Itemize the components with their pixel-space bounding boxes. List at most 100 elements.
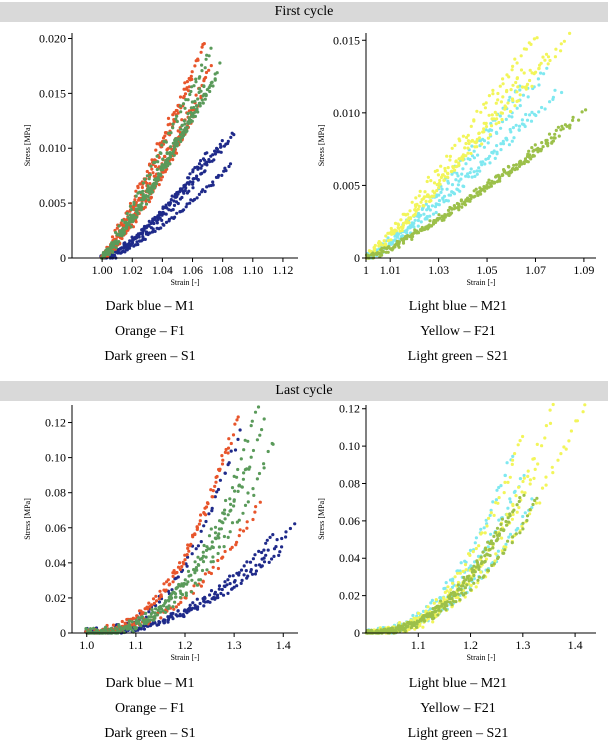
data-point	[492, 149, 496, 153]
data-point	[216, 551, 220, 556]
data-point	[378, 626, 382, 630]
data-point	[265, 538, 269, 542]
data-point	[419, 620, 423, 624]
data-point	[101, 252, 105, 256]
data-point	[423, 614, 427, 618]
data-point	[439, 164, 443, 168]
data-point	[495, 533, 500, 538]
data-point	[215, 150, 220, 154]
data-point	[194, 77, 198, 81]
data-point	[134, 220, 138, 224]
data-point	[232, 580, 236, 584]
data-point	[130, 241, 134, 245]
data-point	[419, 618, 423, 623]
data-point	[489, 183, 493, 187]
legend-item-f1: Orange – F1	[115, 701, 185, 716]
data-point	[401, 239, 405, 243]
data-point	[142, 206, 146, 210]
data-point	[448, 578, 453, 582]
data-point	[277, 553, 281, 558]
data-point	[213, 536, 217, 540]
data-point	[505, 90, 509, 94]
data-point	[228, 574, 232, 578]
data-point	[171, 141, 175, 145]
series-s21	[365, 108, 588, 260]
data-point	[105, 249, 109, 253]
data-point	[374, 631, 378, 635]
data-point	[141, 235, 145, 239]
data-point	[519, 161, 523, 165]
data-point	[101, 256, 105, 260]
data-point	[167, 159, 171, 163]
data-point	[229, 441, 233, 446]
data-point	[390, 629, 394, 633]
data-point	[142, 177, 146, 181]
data-point	[117, 623, 121, 627]
data-point	[112, 254, 116, 258]
data-point	[409, 234, 413, 238]
data-point	[112, 245, 116, 249]
data-point	[108, 631, 112, 635]
data-point	[189, 542, 193, 546]
data-point	[232, 474, 236, 478]
data-point	[135, 236, 139, 240]
data-point	[209, 527, 213, 531]
data-point	[101, 631, 105, 635]
data-point	[451, 590, 456, 594]
data-point	[506, 539, 510, 543]
data-point	[521, 434, 525, 439]
data-point	[468, 584, 472, 588]
data-point	[448, 597, 452, 601]
data-point	[442, 596, 446, 600]
data-point	[180, 569, 184, 574]
data-point	[232, 133, 236, 137]
data-point	[119, 233, 123, 237]
data-point	[379, 630, 383, 634]
data-point	[406, 622, 410, 626]
data-point	[213, 484, 217, 488]
data-point	[374, 631, 378, 635]
data-point	[511, 98, 515, 103]
data-point	[158, 213, 162, 217]
data-point	[510, 539, 514, 544]
data-point	[445, 589, 449, 593]
data-point	[477, 131, 481, 135]
data-point	[149, 221, 153, 225]
data-point	[161, 157, 165, 161]
data-point	[256, 405, 261, 409]
y-tick-label: 0.010	[39, 141, 66, 155]
data-point	[170, 216, 174, 220]
data-point	[119, 625, 124, 629]
data-point	[135, 626, 139, 630]
data-point	[135, 210, 139, 214]
data-point	[477, 544, 481, 548]
data-point	[103, 627, 107, 631]
data-point	[171, 574, 175, 579]
data-point	[135, 614, 139, 618]
data-point	[182, 184, 186, 188]
data-point	[164, 161, 168, 165]
data-point	[371, 631, 375, 635]
data-point	[147, 219, 151, 223]
data-point	[86, 631, 90, 635]
data-point	[511, 126, 515, 130]
data-point	[486, 568, 490, 572]
data-point	[134, 619, 138, 623]
data-point	[412, 621, 416, 626]
data-point	[405, 629, 409, 633]
data-point	[435, 217, 439, 221]
data-point	[530, 146, 534, 150]
data-point	[377, 241, 382, 245]
data-point	[109, 242, 113, 247]
data-point	[242, 564, 246, 568]
data-point	[454, 591, 458, 596]
data-point	[110, 246, 114, 250]
data-point	[506, 480, 510, 484]
data-point	[95, 628, 99, 632]
data-point	[170, 615, 174, 619]
data-point	[470, 565, 474, 569]
data-point	[262, 466, 266, 470]
data-point	[99, 254, 103, 258]
data-point	[514, 80, 518, 85]
data-point	[227, 164, 231, 169]
